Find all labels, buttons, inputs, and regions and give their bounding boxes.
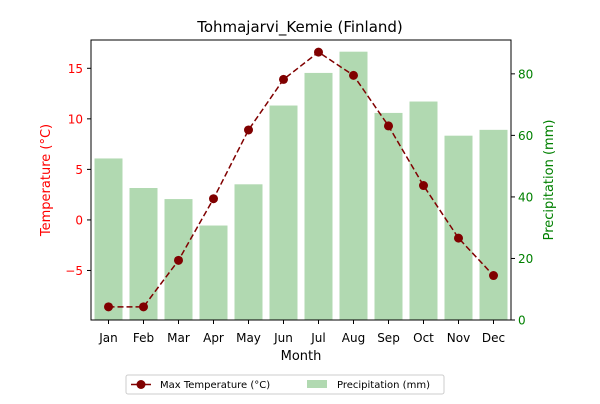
temperature-point-apr bbox=[209, 194, 218, 204]
x-tick-label: May bbox=[236, 331, 261, 345]
right-tick-label: 0 bbox=[518, 314, 526, 328]
chart-title: Tohmajarvi_Kemie (Finland) bbox=[196, 18, 403, 37]
temperature-point-jan bbox=[104, 302, 113, 312]
x-tick-label: Oct bbox=[413, 331, 434, 345]
x-axis: Jan Feb Mar Apr May Jun Jul Aug Sep Oct Nov Dec bbox=[98, 320, 505, 345]
x-tick-label: Apr bbox=[203, 331, 224, 345]
left-tick-label: 15 bbox=[68, 62, 83, 76]
x-tick-label: Nov bbox=[447, 331, 470, 345]
plot-frame bbox=[90, 39, 512, 321]
temperature-point-nov bbox=[454, 233, 463, 243]
right-tick-label: 60 bbox=[518, 129, 533, 143]
precip-bar-dec bbox=[479, 129, 508, 320]
x-axis-label: Month bbox=[281, 349, 322, 364]
legend-label-precipitation: Precipitation (mm) bbox=[337, 380, 430, 391]
x-tick-label: Feb bbox=[133, 331, 154, 345]
precip-bar-apr bbox=[199, 225, 228, 320]
legend-frame bbox=[125, 374, 445, 395]
precip-bar-nov bbox=[444, 135, 473, 320]
precip-bar-jul bbox=[304, 72, 333, 320]
temperature-point-jun bbox=[279, 74, 288, 84]
left-tick-label: 10 bbox=[68, 112, 83, 126]
legend-label-temperature: Max Temperature (°C) bbox=[160, 380, 270, 391]
right-axis: 0 20 40 60 80 bbox=[511, 67, 533, 328]
x-tick-label: Sep bbox=[377, 331, 400, 345]
x-tick-label: Jan bbox=[98, 331, 118, 345]
left-axis-label: Temperature (°C) bbox=[39, 124, 54, 237]
temperature-point-aug bbox=[349, 70, 358, 80]
left-tick-label: 5 bbox=[75, 163, 83, 177]
x-tick-label: Mar bbox=[167, 331, 190, 345]
right-tick-label: 40 bbox=[518, 190, 533, 204]
x-tick-label: Aug bbox=[342, 331, 365, 345]
x-tick-label: Jun bbox=[273, 331, 293, 345]
temperature-point-oct bbox=[419, 181, 428, 191]
precip-bar-aug bbox=[339, 51, 368, 320]
temperature-point-jul bbox=[314, 47, 323, 57]
precip-bar-feb bbox=[129, 188, 158, 320]
left-tick-label: −5 bbox=[65, 264, 83, 278]
x-tick-label: Jul bbox=[310, 331, 325, 345]
x-tick-label: Dec bbox=[482, 331, 505, 345]
left-axis: −5 0 5 10 15 bbox=[65, 62, 91, 278]
precip-bar-sep bbox=[374, 112, 403, 320]
temperature-point-dec bbox=[489, 271, 498, 281]
precip-bar-oct bbox=[409, 101, 438, 321]
legend: Max Temperature (°C) Precipitation (mm) bbox=[125, 374, 445, 395]
right-tick-label: 20 bbox=[518, 252, 533, 266]
precip-bar-jun bbox=[269, 105, 298, 321]
temperature-point-feb bbox=[139, 302, 148, 312]
legend-bar-swatch bbox=[307, 380, 327, 388]
left-tick-label: 0 bbox=[75, 213, 83, 227]
temperature-point-may bbox=[244, 125, 253, 135]
bars-layer bbox=[94, 51, 508, 321]
temperature-line bbox=[108, 51, 495, 308]
precip-bar-may bbox=[234, 184, 263, 320]
precip-bar-jan bbox=[94, 158, 123, 320]
right-tick-label: 80 bbox=[518, 67, 533, 81]
legend-marker-swatch bbox=[136, 380, 146, 389]
right-axis-label: Precipitation (mm) bbox=[542, 120, 557, 241]
line-layer bbox=[104, 47, 498, 312]
temperature-point-sep bbox=[384, 121, 393, 131]
temperature-point-mar bbox=[174, 255, 183, 265]
